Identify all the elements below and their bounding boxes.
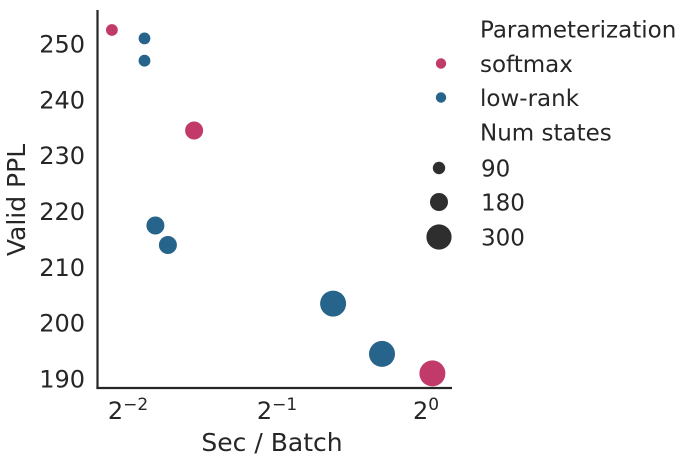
legend-label-softmax: softmax	[480, 52, 573, 78]
y-tick-label: 190	[39, 366, 85, 394]
legend-size-marker-180-icon	[430, 193, 448, 211]
legend: Parameterization softmax low-rank Num st…	[426, 18, 676, 252]
y-tick-label: 210	[39, 254, 85, 282]
legend-marker-softmax-icon	[435, 58, 447, 69]
y-tick-label: 250	[39, 31, 85, 59]
scatter-point-low-rank	[369, 340, 395, 367]
x-axis-tick-labels: 2−2 2−1 20	[108, 395, 439, 425]
legend-marker-low-rank-icon	[435, 92, 447, 103]
legend-size-title: Num states	[480, 121, 612, 147]
x-tick-label: 2−2	[108, 395, 148, 425]
legend-size-label-90: 90	[481, 157, 510, 183]
legend-color-title: Parameterization	[480, 18, 676, 44]
scatter-point-low-rank	[158, 236, 177, 254]
legend-size-marker-300-icon	[426, 224, 452, 250]
legend-size-marker-90-icon	[432, 161, 446, 175]
y-axis-tick-labels: 250 240 230 220 210 200 190	[39, 31, 85, 394]
y-tick-label: 230	[39, 142, 85, 170]
scatter-point-softmax	[419, 360, 446, 387]
scatter-point-softmax	[106, 24, 118, 36]
y-tick-label: 220	[39, 198, 85, 226]
legend-label-low-rank: low-rank	[480, 86, 580, 112]
scatter-points	[106, 24, 446, 387]
y-tick-label: 200	[39, 310, 85, 338]
legend-size-label-300: 300	[481, 226, 525, 252]
x-axis-label: Sec / Batch	[201, 428, 342, 457]
scatter-point-low-rank	[146, 216, 165, 235]
scatter-point-softmax	[185, 121, 204, 140]
scatter-point-low-rank	[138, 32, 151, 45]
x-tick-label: 20	[413, 395, 439, 425]
y-axis-label: Valid PPL	[2, 144, 31, 256]
legend-size-label-180: 180	[481, 191, 525, 217]
y-tick-label: 240	[39, 86, 85, 114]
x-tick-label: 2−1	[257, 395, 297, 425]
scatter-point-low-rank	[320, 290, 347, 317]
scatter-point-low-rank	[138, 54, 151, 67]
